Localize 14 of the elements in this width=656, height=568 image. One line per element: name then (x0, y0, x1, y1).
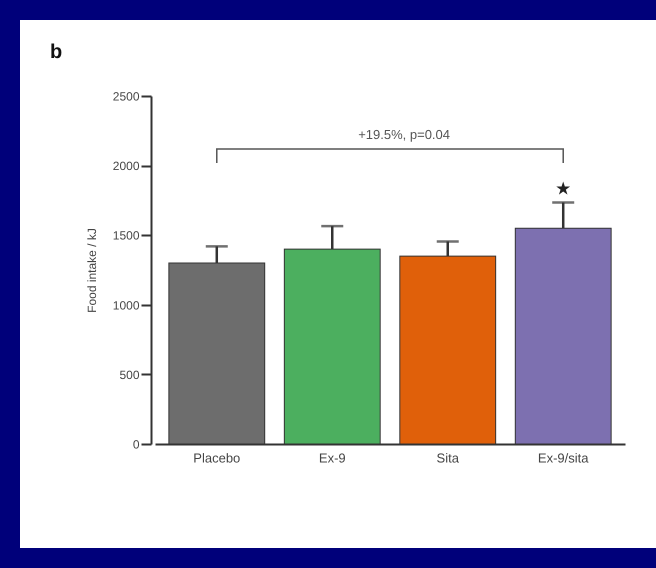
x-tick-label: Placebo (193, 450, 240, 466)
y-tick-label: 0 (132, 438, 140, 452)
y-tick-label: 500 (119, 368, 140, 382)
y-tick-label: 2000 (112, 159, 140, 174)
y-tick-label: 2500 (112, 90, 140, 104)
y-tick-label: 1000 (112, 298, 140, 312)
annotation: ★ (555, 178, 572, 200)
x-tick-label: Ex-9 (318, 450, 346, 466)
y-axis-title: Food intake / kJ (84, 228, 99, 313)
chart-title: b (50, 41, 62, 63)
y-tick-label: 1500 (112, 228, 140, 243)
x-tick-label: Ex-9/sita (538, 450, 590, 466)
x-tick-label: Sita (436, 450, 460, 466)
annotation: +19.5%, p=0.04 (358, 127, 450, 142)
